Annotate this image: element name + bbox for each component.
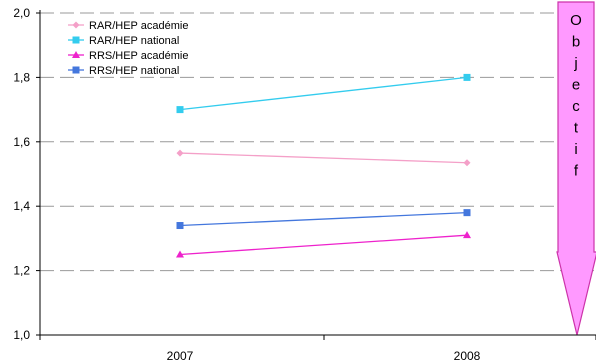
x-tick-label: 2007 [167, 349, 194, 363]
objectif-letter: O [570, 12, 582, 29]
objectif-letter: c [572, 98, 580, 115]
y-tick-label: 1,6 [13, 135, 30, 149]
legend: RAR/HEP académie RAR/HEP national RRS/HEP … [68, 20, 188, 77]
data-point [176, 149, 184, 157]
data-point [463, 231, 471, 239]
series-line [179, 234, 468, 256]
axes: 1,0 1,2 1,4 1,6 1,8 2,0 2007 2008 [13, 6, 596, 363]
legend-marker [72, 66, 80, 74]
objectif-letter: i [574, 141, 577, 158]
objectif-letter: f [574, 163, 579, 180]
objectif-arrow-shape [556, 1, 596, 336]
series-2 [176, 73, 471, 114]
legend-label: RRS/HEP académie [89, 50, 188, 62]
legend-marker [72, 36, 80, 44]
series-lines [176, 73, 471, 258]
objectif-letter: b [572, 34, 580, 51]
legend-label: RAR/HEP national [89, 35, 179, 47]
data-point [463, 159, 471, 167]
series-3 [176, 231, 471, 258]
series-4 [176, 209, 471, 230]
data-point [176, 106, 184, 114]
data-point [176, 222, 184, 230]
series-line [179, 76, 468, 111]
data-point [463, 209, 471, 217]
y-tick-label: 1,4 [13, 199, 30, 213]
legend-marker [72, 21, 80, 29]
data-point [176, 250, 184, 258]
series-line [179, 152, 468, 164]
series-line [179, 211, 468, 227]
y-tick-label: 1,8 [13, 70, 30, 84]
y-tick-label: 1,2 [13, 264, 30, 278]
legend-marker [72, 51, 80, 58]
objectif-letter: j [573, 55, 577, 72]
series-1 [176, 149, 471, 167]
data-point [463, 73, 471, 81]
legend-label: RRS/HEP national [89, 65, 179, 77]
legend-label: RAR/HEP académie [89, 20, 188, 32]
y-tick-label: 2,0 [13, 6, 30, 20]
objectif-letter: e [572, 77, 580, 94]
y-tick-label: 1,0 [13, 328, 30, 342]
x-tick-label: 2008 [454, 349, 481, 363]
objectif-letter: t [574, 120, 579, 137]
grid-lines [40, 12, 596, 272]
